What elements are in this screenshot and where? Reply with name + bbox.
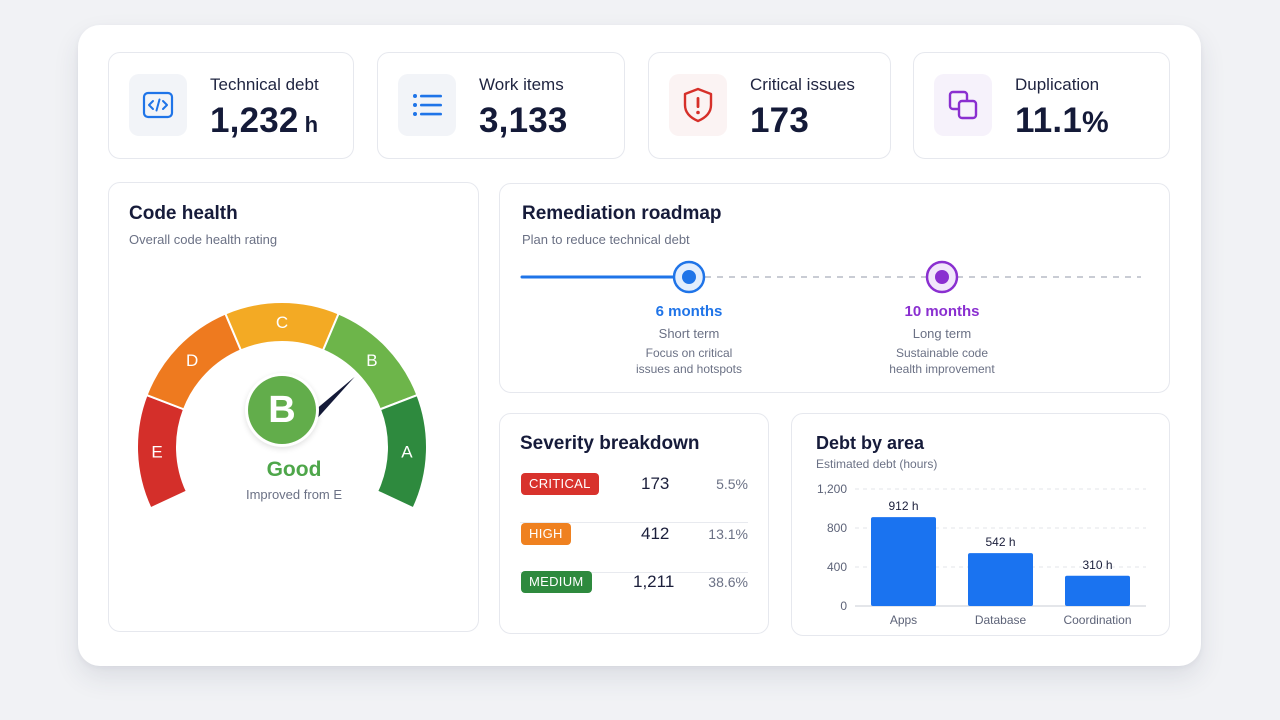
severity-percent: 5.5% (716, 476, 748, 492)
gauge-letter: E (151, 442, 162, 461)
bar-database[interactable] (968, 553, 1033, 606)
y-tick-label: 800 (827, 521, 847, 535)
milestone-term: Long term (912, 326, 972, 341)
card-subtitle: Overall code health rating (129, 232, 278, 247)
milestone-desc: Focus on critical issues and hotspots (589, 345, 789, 377)
roadmap-timeline (520, 260, 1141, 294)
grade-letter: B (268, 389, 296, 431)
kpi-critical-issues[interactable]: Critical issues 173 (648, 52, 891, 159)
milestone-term: Short term (658, 326, 720, 341)
code-health-card: Code health Overall code health rating E… (108, 182, 479, 632)
gauge-segment-a (375, 393, 428, 510)
bar-value-label: 542 h (985, 535, 1015, 549)
kpi-work-items[interactable]: Work items 3,133 (377, 52, 625, 159)
bar-coordination[interactable] (1065, 575, 1130, 606)
card-title: Severity breakdown (520, 433, 700, 454)
gauge-letter: A (401, 442, 413, 461)
card-subtitle: Plan to reduce technical debt (522, 232, 690, 247)
severity-row-medium[interactable]: MEDIUM 1,211 38.6% (520, 571, 748, 620)
kpi-value: 173 (750, 101, 809, 140)
milestone-marker-short[interactable] (672, 260, 706, 294)
card-title: Code health (129, 203, 238, 224)
desc-line: health improvement (889, 362, 995, 376)
severity-count: 173 (641, 474, 670, 493)
code-icon (129, 74, 187, 136)
x-tick-label: Coordination (1063, 613, 1131, 627)
severity-count: 412 (641, 524, 670, 543)
health-gauge: E D C B A (136, 301, 428, 510)
kpi-technical-debt[interactable]: Technical debt 1,232 h (108, 52, 354, 159)
severity-row-high[interactable]: HIGH 412 13.1% (520, 523, 748, 573)
kpi-value: 11.1% (1015, 101, 1109, 141)
kpi-unit: % (1082, 106, 1109, 139)
kpi-duplication[interactable]: Duplication 11.1% (913, 52, 1170, 159)
milestone-marker-long[interactable] (925, 260, 959, 294)
severity-row-critical[interactable]: CRITICAL 173 5.5% (520, 473, 748, 523)
shield-alert-icon (669, 74, 727, 136)
severity-card: Severity breakdown CRITICAL 173 5.5% HIG… (499, 413, 769, 634)
kpi-value: 3,133 (479, 101, 568, 140)
kpi-label: Critical issues (750, 75, 855, 94)
debt-bar-chart: 0 400 800 1,200 912 h Apps 542 h Database 310 h C… (817, 482, 1146, 627)
severity-badge: MEDIUM (521, 571, 592, 593)
kpi-value: 1,232 h (210, 101, 318, 141)
severity-percent: 13.1% (708, 526, 748, 542)
gauge-letter: C (276, 313, 288, 332)
x-tick-label: Apps (890, 613, 917, 627)
kpi-label: Duplication (1015, 75, 1100, 94)
y-tick-label: 1,200 (817, 482, 847, 496)
grade-badge: B (248, 376, 316, 444)
severity-badge: CRITICAL (521, 473, 599, 495)
milestone-title: 6 months (655, 303, 723, 320)
desc-line: Focus on critical (645, 346, 733, 360)
bar-value-label: 912 h (888, 499, 918, 513)
card-subtitle: Estimated debt (hours) (816, 457, 938, 471)
severity-percent: 38.6% (708, 574, 748, 590)
grade-circle: B (245, 373, 319, 447)
bar-apps[interactable] (871, 517, 936, 606)
bar-value-label: 310 h (1082, 558, 1112, 572)
grade-note: Improved from E (245, 487, 343, 502)
severity-count: 1,211 (633, 572, 675, 591)
gauge-letter: B (366, 351, 377, 370)
kpi-label: Technical debt (210, 75, 319, 94)
kpi-number: 11.1 (1015, 101, 1082, 140)
desc-line: Sustainable code (895, 346, 989, 360)
desc-line: issues and hotspots (635, 362, 743, 376)
card-title: Remediation roadmap (522, 203, 722, 224)
kpi-number: 1,232 (210, 101, 299, 140)
roadmap-card: Remediation roadmap Plan to reduce techn… (499, 183, 1170, 393)
y-tick-label: 0 (840, 599, 847, 613)
y-tick-label: 400 (827, 560, 847, 574)
grade-label: Good (266, 458, 322, 481)
copy-icon (934, 74, 992, 136)
severity-badge: HIGH (521, 523, 571, 545)
kpi-label: Work items (479, 75, 564, 94)
x-tick-label: Database (975, 613, 1027, 627)
card-title: Debt by area (816, 433, 925, 453)
milestone-title: 10 months (904, 303, 980, 320)
list-icon (398, 74, 456, 136)
milestone-desc: Sustainable code health improvement (842, 345, 1042, 377)
kpi-unit: h (304, 112, 319, 137)
gauge-letter: D (186, 351, 198, 370)
debt-by-area-card: Debt by area Estimated debt (hours) 0 400… (791, 413, 1170, 636)
